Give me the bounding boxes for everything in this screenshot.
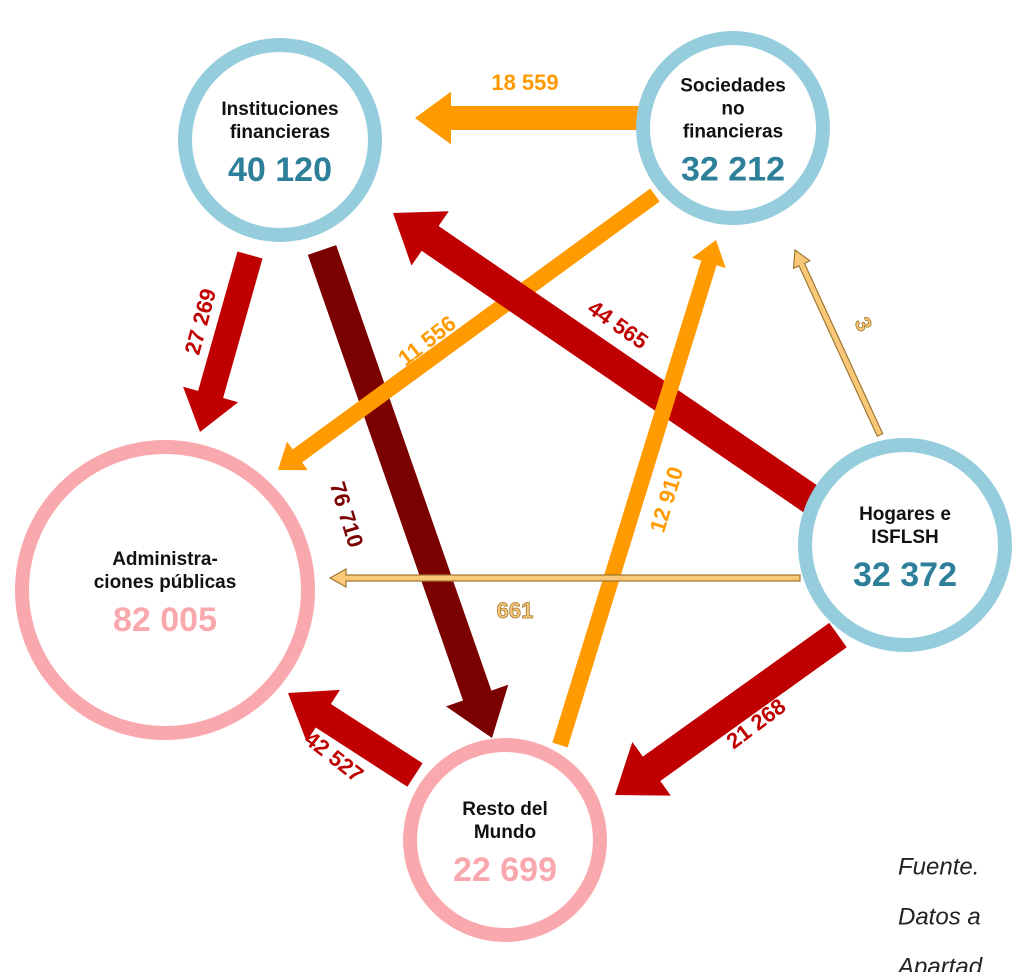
node-label: Sociedades xyxy=(680,76,786,97)
node-value: 32 212 xyxy=(681,150,785,188)
arrow-label: 76 710 xyxy=(325,479,369,551)
node-ring xyxy=(15,440,315,740)
source-note: Datos a xyxy=(898,903,981,930)
node-label: ISFLSH xyxy=(871,527,939,548)
node-label: financieras xyxy=(683,122,783,143)
node-ring xyxy=(403,738,607,942)
node-label: ciones públicas xyxy=(94,572,237,593)
node-ring xyxy=(178,38,382,242)
arrow xyxy=(792,248,884,438)
arrow xyxy=(393,211,821,513)
arrow xyxy=(183,251,263,432)
node-value: 40 120 xyxy=(228,151,332,189)
arrow xyxy=(307,245,509,738)
node-label: Hogares e xyxy=(859,504,951,525)
node-ring xyxy=(636,31,830,225)
arrow xyxy=(552,240,726,748)
arrow-label: 3 xyxy=(850,313,878,335)
node-label: Resto del xyxy=(462,799,548,820)
arrow-label: 18 559 xyxy=(491,70,558,95)
node-label: Mundo xyxy=(474,822,536,843)
node-ring xyxy=(798,438,1012,652)
arrow xyxy=(278,188,660,471)
source-note: Apartad xyxy=(896,953,983,972)
arrow xyxy=(415,91,640,145)
node-value: 22 699 xyxy=(453,851,557,889)
node-label: Instituciones xyxy=(221,99,338,120)
arrow xyxy=(615,622,847,796)
arrow xyxy=(288,689,423,787)
node-label: no xyxy=(721,99,744,120)
node-label: Administra- xyxy=(112,549,218,570)
node-value: 82 005 xyxy=(113,601,217,639)
node-label: financieras xyxy=(230,122,330,143)
arrow xyxy=(328,567,801,589)
source-note: Fuente. xyxy=(898,853,979,880)
node-value: 32 372 xyxy=(853,556,957,594)
arrow-label: 661 xyxy=(497,598,534,623)
